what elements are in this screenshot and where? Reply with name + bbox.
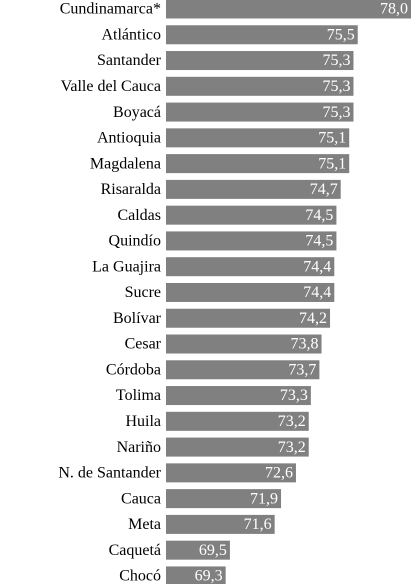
bar: [166, 257, 335, 277]
bar: [166, 231, 337, 251]
value-label: 74,5: [305, 233, 333, 250]
bar: [166, 205, 337, 225]
value-label: 72,6: [265, 465, 293, 482]
value-label: 75,1: [318, 130, 346, 147]
value-label: 71,9: [250, 490, 278, 507]
bar: [166, 179, 341, 199]
category-label: Bolívar: [113, 310, 162, 327]
value-label: 71,6: [244, 516, 272, 533]
bar: [166, 76, 354, 96]
value-label: 78,0: [380, 1, 408, 18]
bar: [166, 540, 230, 560]
value-label: 73,8: [291, 336, 319, 353]
bar: [166, 0, 411, 19]
value-label: 74,5: [305, 207, 333, 224]
bar: [166, 154, 350, 174]
category-label: Cesar: [125, 336, 162, 353]
bar: [166, 489, 282, 509]
bar: [166, 437, 309, 457]
bar: [166, 514, 275, 534]
bar: [166, 308, 331, 328]
category-label: Boyacá: [113, 104, 161, 121]
bar: [166, 51, 354, 71]
bar: [166, 102, 354, 122]
bar: [166, 386, 311, 406]
value-label: 73,2: [278, 439, 306, 456]
category-label: Tolima: [116, 387, 161, 404]
bar: [166, 360, 320, 380]
category-label: Sucre: [125, 284, 161, 301]
category-label: Cundinamarca*: [60, 1, 161, 18]
category-label: Caldas: [117, 207, 161, 224]
value-label: 74,2: [299, 310, 327, 327]
category-label: Huila: [125, 413, 161, 430]
category-label: Nariño: [117, 439, 161, 456]
category-label: N. de Santander: [58, 465, 161, 482]
value-label: 75,3: [322, 78, 350, 95]
category-label: Cauca: [121, 490, 161, 507]
category-label: Atlántico: [101, 26, 161, 43]
value-label: 73,7: [288, 361, 316, 378]
category-label: Santander: [97, 52, 162, 69]
category-label: Córdoba: [106, 361, 161, 378]
category-label: Valle del Cauca: [61, 78, 161, 95]
bar: [166, 25, 358, 45]
value-label: 75,3: [322, 104, 350, 121]
bar: [166, 128, 350, 148]
category-label: Antioquia: [97, 130, 161, 147]
category-label: Chocó: [119, 568, 161, 584]
category-label: Meta: [128, 516, 161, 533]
category-label: La Guajira: [92, 258, 161, 275]
value-label: 74,7: [310, 181, 338, 198]
bar: [166, 411, 309, 431]
value-label: 75,5: [327, 26, 355, 43]
category-label: Quindío: [109, 233, 161, 250]
value-label: 75,3: [322, 52, 350, 69]
value-label: 69,5: [199, 542, 227, 559]
bar: [166, 282, 335, 302]
bar: [166, 334, 322, 354]
value-label: 69,3: [195, 568, 223, 584]
value-label: 74,4: [303, 284, 331, 301]
value-label: 73,3: [280, 387, 308, 404]
bar: [166, 463, 296, 483]
value-label: 74,4: [303, 258, 331, 275]
bar: [166, 566, 226, 584]
category-label: Magdalena: [90, 155, 161, 172]
value-label: 75,1: [318, 155, 346, 172]
category-label: Caquetá: [109, 542, 161, 559]
category-label: Risaralda: [101, 181, 161, 198]
value-label: 73,2: [278, 413, 306, 430]
